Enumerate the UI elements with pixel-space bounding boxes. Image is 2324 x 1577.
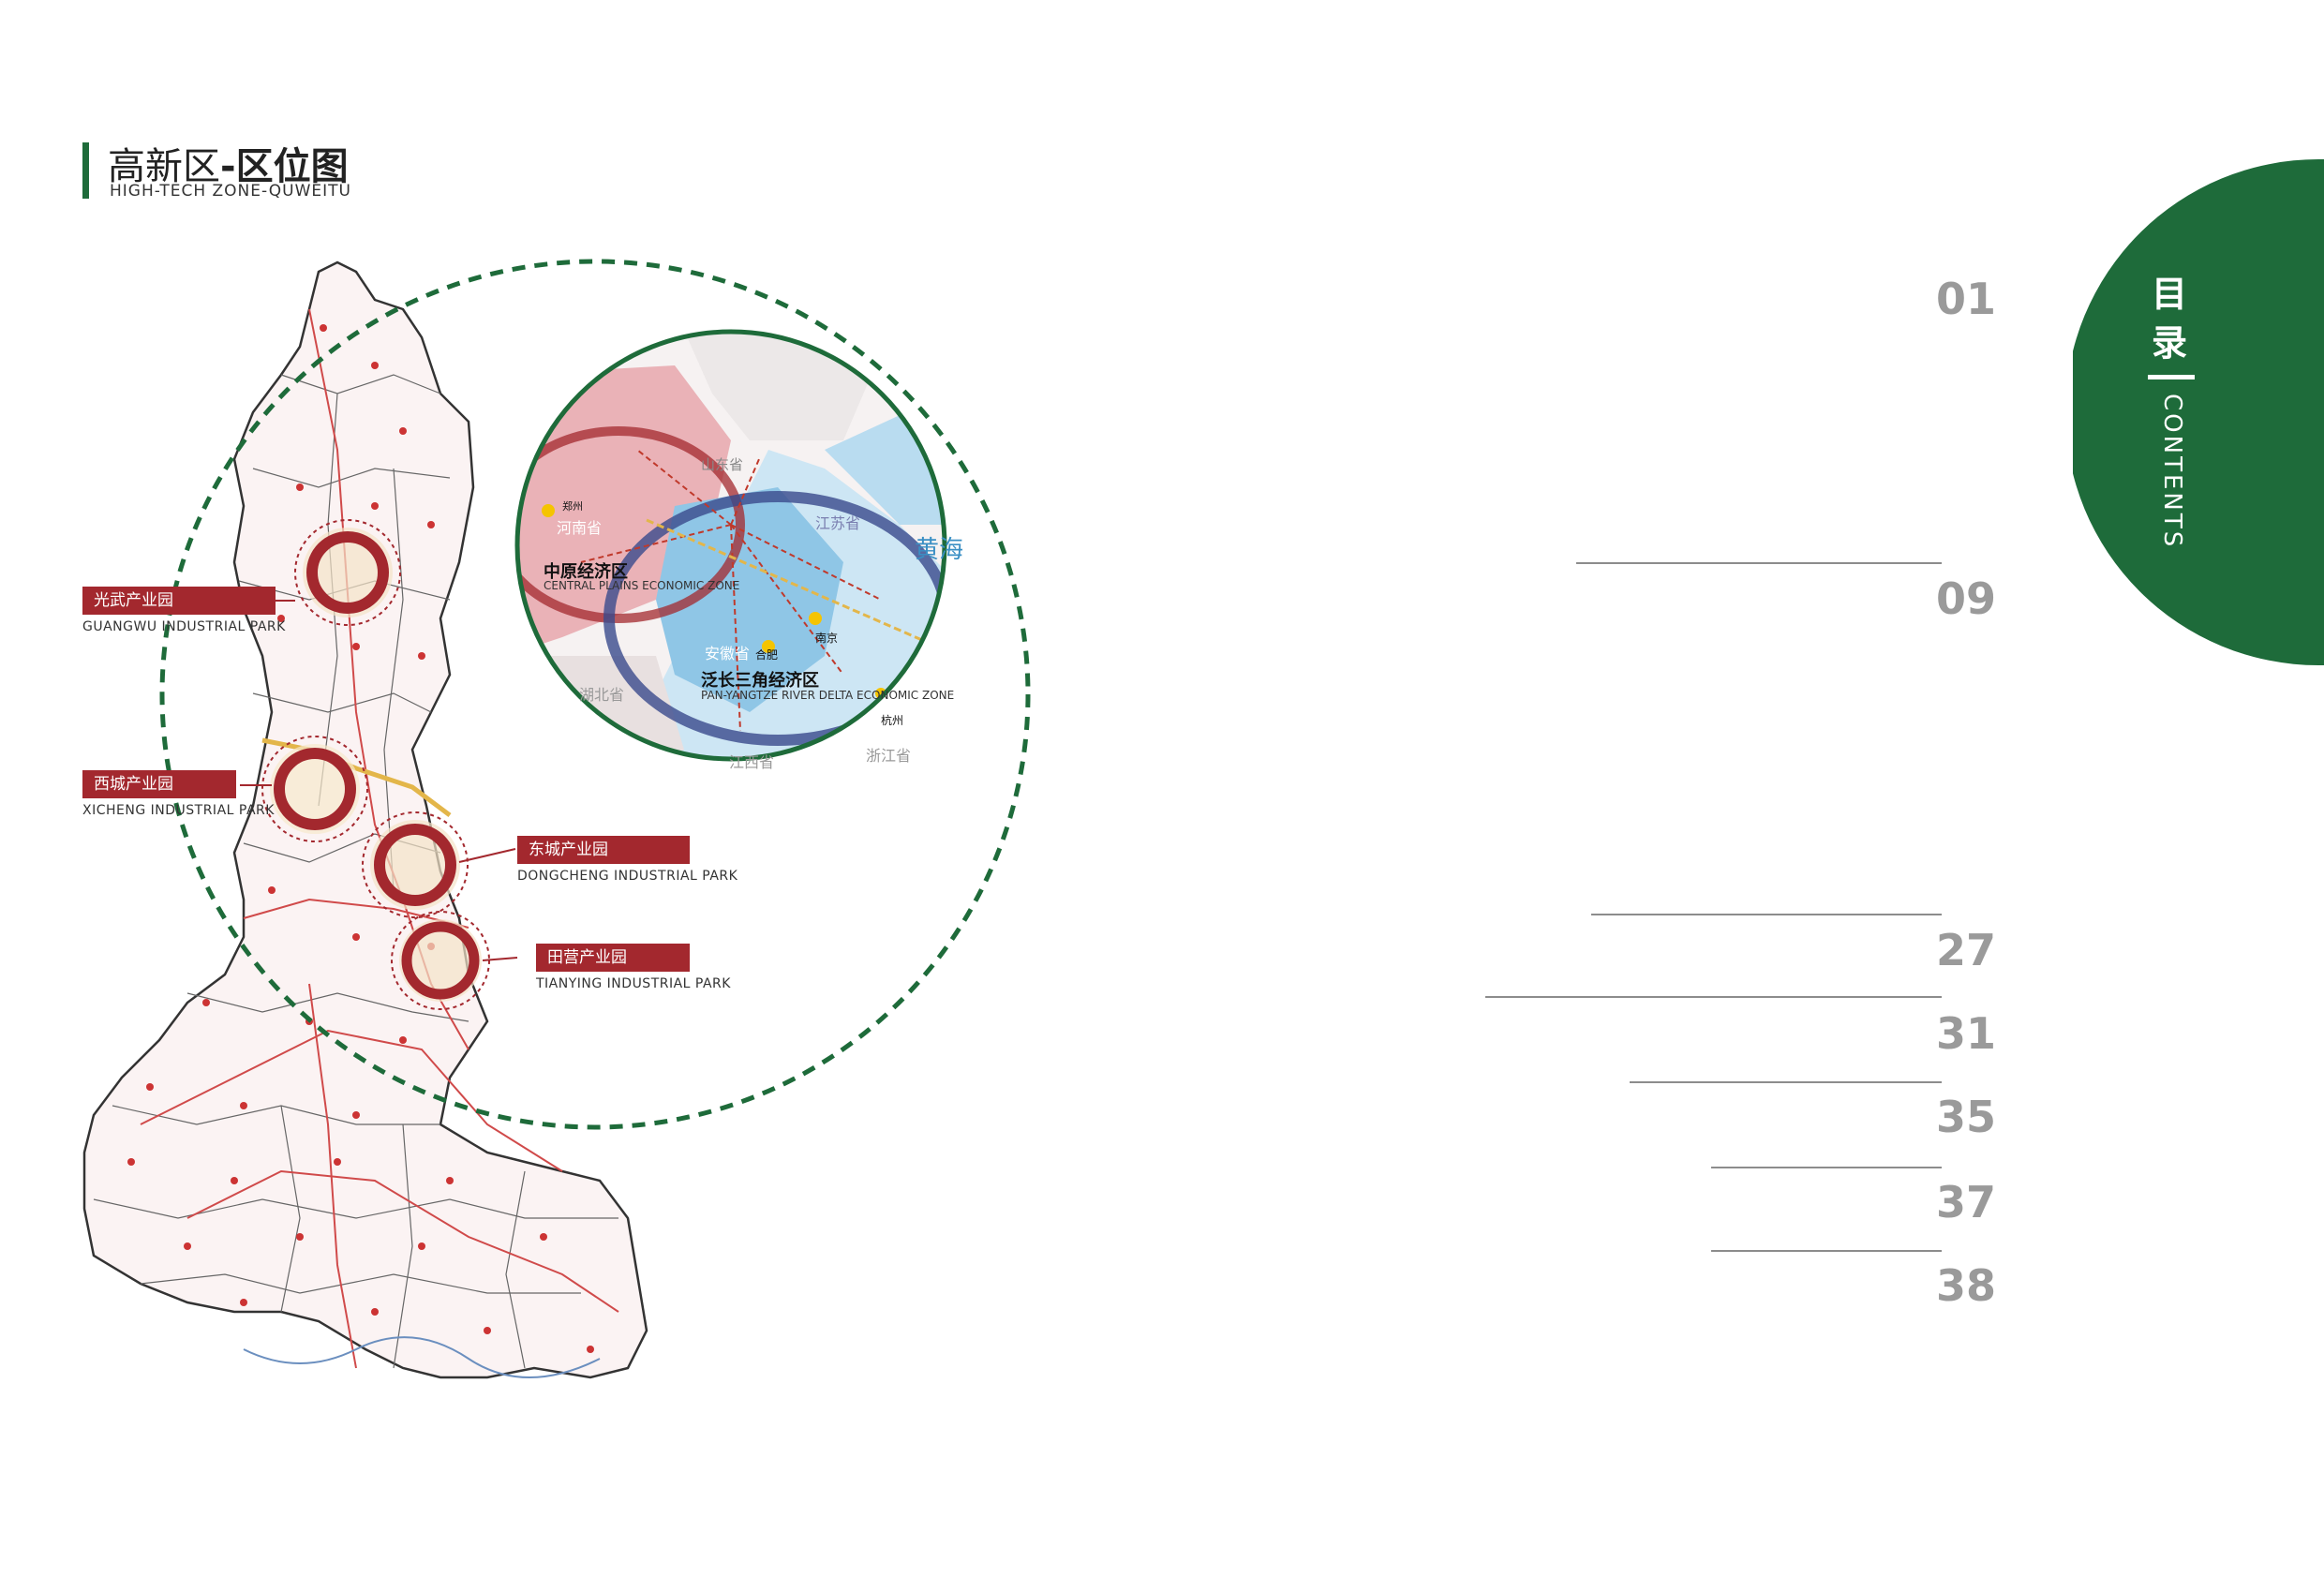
town-markers (127, 324, 594, 1353)
park-label-tianying: 田营产业园 (536, 944, 690, 972)
province-zhejiang: 浙江省 (866, 747, 912, 765)
toc-divider (1630, 1081, 1942, 1083)
city-hangzhou: 杭州 (881, 714, 904, 727)
contents-tab-subtitle: CONTENTS (2158, 394, 2186, 550)
city-zhengzhou: 郑州 (562, 500, 583, 513)
toc-page-number[interactable]: 38 (1936, 1260, 1997, 1311)
province-shandong: 山东省 (701, 456, 744, 473)
river (243, 1336, 601, 1378)
province-anhui: 安徽省 (705, 645, 751, 662)
toc-page-number[interactable]: 27 (1936, 925, 1997, 975)
inset-circle-border (514, 329, 947, 762)
zone2-cn: 泛长三角经济区 (701, 671, 819, 691)
province-jiangsu: 江苏省 (815, 514, 861, 532)
park-en-guangwu: GUANGWU INDUSTRIAL PARK (82, 619, 286, 634)
toc-page-number[interactable]: 37 (1936, 1177, 1997, 1227)
zone2-en: PAN-YANGTZE RIVER DELTA ECONOMIC ZONE (701, 689, 955, 702)
park-label-guangwu: 光武产业园 (82, 587, 276, 615)
inset-regional-map (517, 332, 945, 759)
park-rings (261, 519, 490, 1010)
toc-divider (1591, 914, 1942, 915)
contents-tab-title: 目录 (2152, 274, 2188, 364)
toc-page-number[interactable]: 01 (1936, 274, 1997, 324)
page-subtitle: HIGH-TECH ZONE-QUWEITU (110, 182, 351, 201)
city-hefei: 合肥 (755, 648, 779, 662)
toc-divider (1576, 562, 1942, 564)
city-shanghai: 上海 (932, 626, 959, 641)
city-nanjing: 南京 (815, 632, 839, 645)
toc-divider (1711, 1250, 1942, 1252)
province-henan: 河南省 (557, 519, 603, 537)
park-en-xicheng: XICHENG INDUSTRIAL PARK (82, 803, 275, 818)
province-jiangxi: 江西省 (729, 753, 775, 771)
township-boundaries (93, 374, 618, 1369)
sea-label: 黄海 (915, 536, 964, 564)
zone1-cn: 中原经济区 (544, 562, 628, 582)
toc-page-number[interactable]: 35 (1936, 1092, 1997, 1142)
county-map-outline (82, 260, 648, 1379)
page-title: 高新区-区位图 (108, 145, 349, 188)
toc-page-number[interactable]: 31 (1936, 1008, 1997, 1059)
toc-divider (1485, 996, 1942, 998)
highway (261, 737, 452, 817)
contents-tab-shape (2073, 159, 2324, 665)
title-accent-bar (82, 142, 89, 199)
contents-tab-divider (2148, 375, 2195, 379)
province-hubei: 湖北省 (579, 686, 625, 704)
toc-page-number[interactable]: 09 (1936, 573, 1997, 624)
park-label-dongcheng: 东城产业园 (517, 836, 690, 864)
zone1-en: CENTRAL PLAINS ECONOMIC ZONE (544, 579, 740, 592)
dashed-outer-circle (159, 259, 1031, 1130)
toc-divider (1711, 1167, 1942, 1168)
park-en-tianying: TIANYING INDUSTRIAL PARK (536, 976, 731, 991)
park-label-xicheng: 西城产业园 (82, 770, 236, 798)
location-map (82, 259, 1031, 1379)
park-en-dongcheng: DONGCHENG INDUSTRIAL PARK (517, 869, 738, 884)
